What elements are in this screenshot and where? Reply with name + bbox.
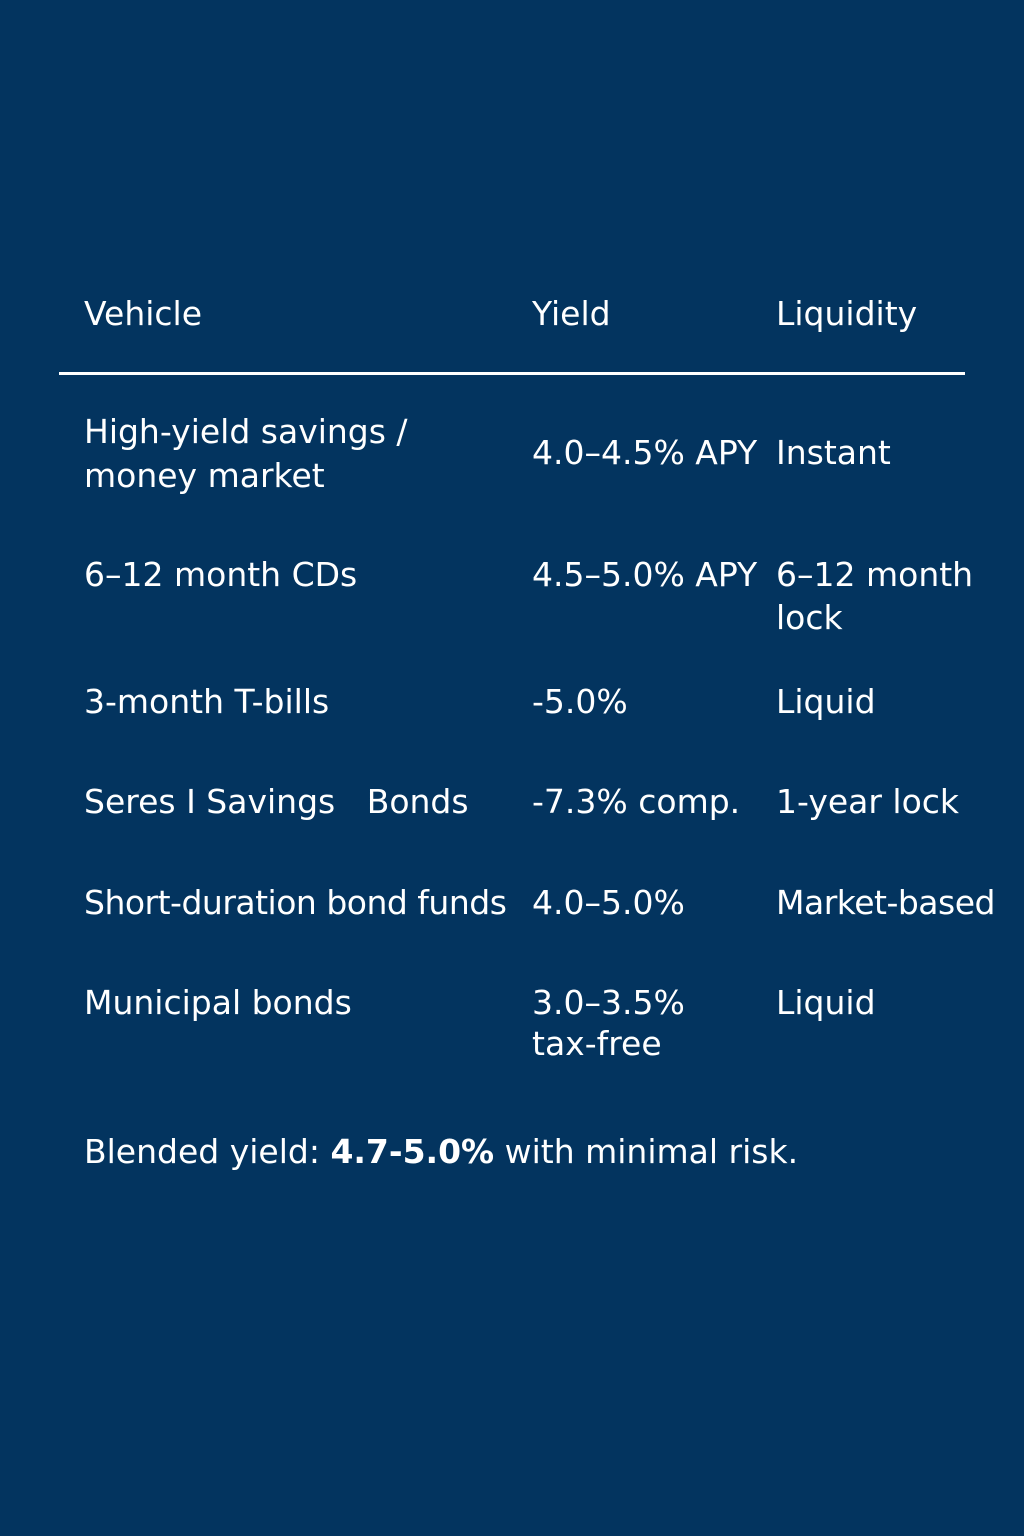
liquidity-cell: Market-based <box>776 883 995 922</box>
vehicle-column-header: Vehicle <box>84 294 203 333</box>
liquidity-cell-line: 6–12 month <box>776 555 974 594</box>
yield-column-header: Yield <box>532 294 611 333</box>
vehicle-cell: 3-month T-bills <box>84 682 330 721</box>
summary-prefix: Blended yield: <box>84 1132 331 1171</box>
yield-cell: -5.0% <box>532 682 628 721</box>
liquidity-cell: 1-year lock <box>776 782 960 821</box>
liquidity-cell-line: lock <box>776 598 843 637</box>
blended-yield-summary: Blended yield: 4.7-5.0% with minimal ris… <box>84 1130 984 1173</box>
liquidity-column-header: Liquidity <box>776 294 918 333</box>
vehicle-cell: Short-duration bond funds <box>84 883 507 922</box>
vehicle-cell: Seres I Savings Bonds <box>84 782 469 821</box>
vehicle-cell-line: High-yield savings / <box>84 412 408 451</box>
yield-cell: 4.0–4.5% APY <box>532 433 758 472</box>
liquidity-cell: Liquid <box>776 682 876 721</box>
liquidity-cell: Liquid <box>776 983 876 1022</box>
vehicle-cell-line: money market <box>84 456 325 495</box>
yield-cell: 4.0–5.0% <box>532 883 685 922</box>
vehicle-cell: 6–12 month CDs <box>84 555 358 594</box>
yield-cell-line: 3.0–3.5% <box>532 983 685 1022</box>
summary-suffix: with minimal risk. <box>494 1132 799 1171</box>
blended-yield-value: 4.7-5.0% <box>330 1132 495 1171</box>
yield-cell: 4.5–5.0% APY <box>532 555 758 594</box>
yield-cell: -7.3% comp. <box>532 782 741 821</box>
header-divider <box>59 372 965 375</box>
yield-cell-line: tax-free <box>532 1024 662 1063</box>
vehicle-cell: Municipal bonds <box>84 983 352 1022</box>
liquidity-cell: Instant <box>776 433 891 472</box>
